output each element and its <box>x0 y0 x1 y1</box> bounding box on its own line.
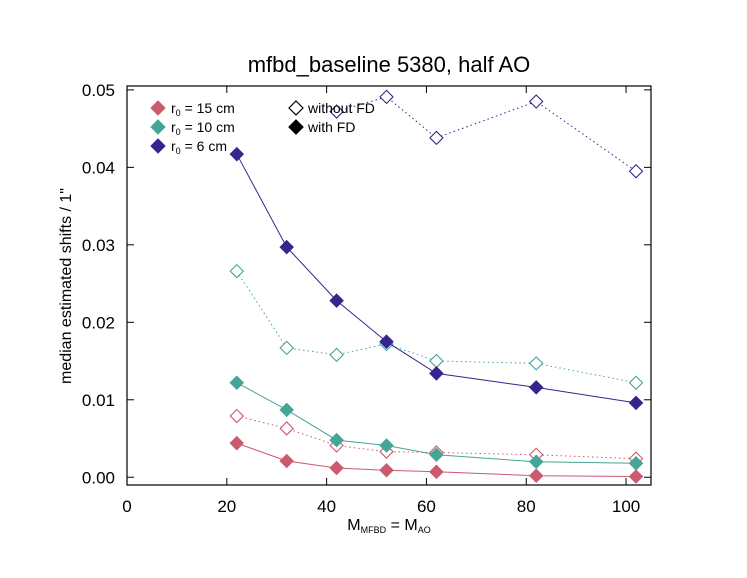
x-axis-title-main: M <box>347 517 360 534</box>
data-point-r0-15-with-fd <box>528 468 544 483</box>
data-point-r0-6-with-fd <box>628 395 644 411</box>
y-tick-label: 0.05 <box>82 81 115 100</box>
legend-marker-with-fd <box>288 119 304 135</box>
legend-label-with-fd: with FD <box>307 119 355 135</box>
data-point-r0-6-without-fd <box>329 104 344 119</box>
y-tick-label: 0.04 <box>82 158 115 177</box>
legend: r0 = 15 cm r0 = 10 cm r0 = 6 cm without … <box>150 100 375 156</box>
data-point-r0-10-without-fd <box>429 353 444 369</box>
data-point-r0-10-without-fd <box>229 263 245 279</box>
data-point-r0-10-with-fd <box>229 375 245 391</box>
data-point-r0-6-without-fd <box>379 89 394 105</box>
x-axis-title-eq: = M <box>386 517 418 534</box>
data-point-r0-6-with-fd <box>379 334 394 349</box>
data-point-r0-10-without-fd <box>329 347 344 363</box>
data-point-r0-6-with-fd <box>429 366 444 381</box>
legend-label-r0-10: r0 = 10 cm <box>171 119 235 137</box>
series-line-r0-6-without-fd <box>336 96 637 172</box>
plot-frame <box>126 85 652 486</box>
x-tick-label: 0 <box>122 497 131 516</box>
legend-swatch-r0-10 <box>150 119 166 135</box>
data-point-r0-15-with-fd <box>279 453 294 469</box>
data-point-r0-15-without-fd <box>229 408 245 424</box>
data-point-r0-6-with-fd <box>279 239 294 255</box>
legend-marker-without-fd <box>288 100 304 116</box>
data-point-r0-10-with-fd <box>279 402 294 418</box>
x-tick-label: 100 <box>612 497 640 516</box>
data-point-r0-10-with-fd <box>628 456 644 471</box>
chart-title: mfbd_baseline 5380, half AO <box>248 52 531 77</box>
x-tick-label: 40 <box>317 497 336 516</box>
x-tick-label: 60 <box>417 497 436 516</box>
data-point-r0-15-with-fd <box>329 460 344 476</box>
data-point-r0-6-with-fd <box>528 380 544 395</box>
legend-label-without-fd: without FD <box>307 100 375 116</box>
y-tick-label: 0.03 <box>82 236 115 255</box>
x-tick-label: 20 <box>217 497 236 516</box>
data-point-r0-6-with-fd <box>229 146 245 162</box>
data-point-r0-15-with-fd <box>628 469 644 484</box>
data-point-r0-15-with-fd <box>229 435 245 451</box>
legend-swatch-r0-15 <box>150 100 166 116</box>
y-tick-label: 0.01 <box>82 391 115 410</box>
data-point-r0-6-with-fd <box>329 293 344 308</box>
data-point-r0-10-with-fd <box>329 432 344 448</box>
y-tick-label: 0.00 <box>82 468 115 487</box>
data-point-r0-10-with-fd <box>379 438 394 453</box>
x-tick-label: 80 <box>517 497 536 516</box>
data-point-r0-10-without-fd <box>528 356 544 371</box>
legend-label-r0-6: r0 = 6 cm <box>171 138 227 156</box>
legend-label-r0-15: r0 = 15 cm <box>171 100 235 118</box>
x-axis-title-sub: MFBD <box>361 525 387 535</box>
data-point-r0-15-without-fd <box>279 421 294 436</box>
y-tick-label: 0.02 <box>82 313 115 332</box>
data-point-r0-6-without-fd <box>429 130 444 146</box>
data-point-r0-15-with-fd <box>379 463 394 478</box>
data-point-r0-10-without-fd <box>628 375 644 391</box>
y-axis-title: median estimated shifts / 1" <box>58 188 75 384</box>
data-point-r0-10-with-fd <box>429 447 444 463</box>
x-axis-title: MMFBD = MAO <box>347 517 430 535</box>
series-layer <box>229 89 644 484</box>
x-axis-title-sub2: AO <box>418 525 431 535</box>
legend-swatch-r0-6 <box>150 138 166 154</box>
data-point-r0-6-without-fd <box>528 94 544 109</box>
data-point-r0-10-with-fd <box>528 454 544 470</box>
data-point-r0-6-without-fd <box>628 163 644 179</box>
data-point-r0-15-with-fd <box>429 464 444 480</box>
axis-layer: 0 20 40 60 80 100 0.00 0.01 0.02 0.03 0.04 0.05 <box>82 81 651 516</box>
data-point-r0-10-without-fd <box>279 340 294 356</box>
